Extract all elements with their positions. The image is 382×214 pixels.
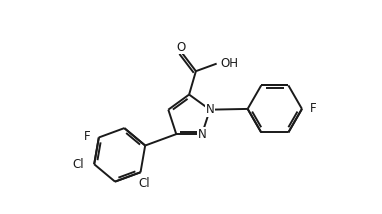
Text: F: F — [310, 103, 317, 115]
Text: F: F — [83, 130, 90, 143]
Text: Cl: Cl — [139, 177, 150, 190]
Text: OH: OH — [220, 57, 238, 70]
Text: N: N — [206, 103, 214, 116]
Text: O: O — [176, 41, 186, 54]
Text: Cl: Cl — [73, 158, 84, 171]
Text: N: N — [197, 128, 206, 141]
